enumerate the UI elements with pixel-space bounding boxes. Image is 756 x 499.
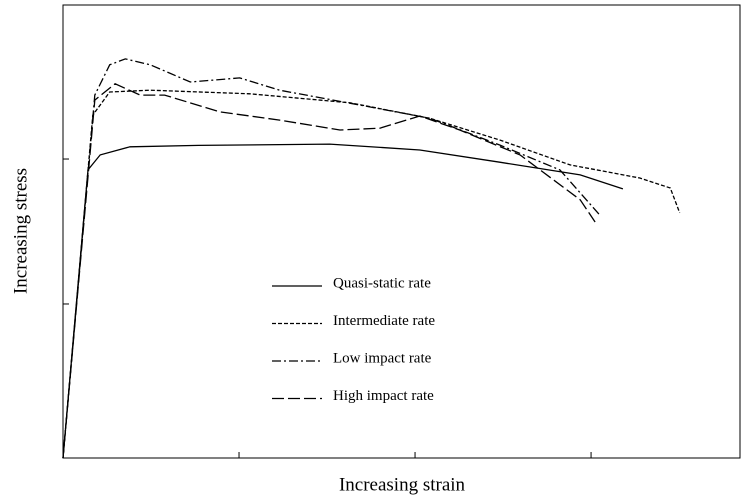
x-axis-label: Increasing strain [339, 474, 466, 495]
series-line [62, 143, 624, 459]
series-line [62, 83, 596, 459]
legend-label: Intermediate rate [333, 313, 435, 329]
y-axis-label: Increasing stress [10, 168, 31, 294]
series-line [62, 58, 601, 459]
plot-frame [62, 4, 741, 459]
legend-label: Low impact rate [333, 350, 432, 366]
legend-label: High impact rate [333, 388, 434, 404]
legend-label: Quasi-static rate [333, 275, 431, 291]
